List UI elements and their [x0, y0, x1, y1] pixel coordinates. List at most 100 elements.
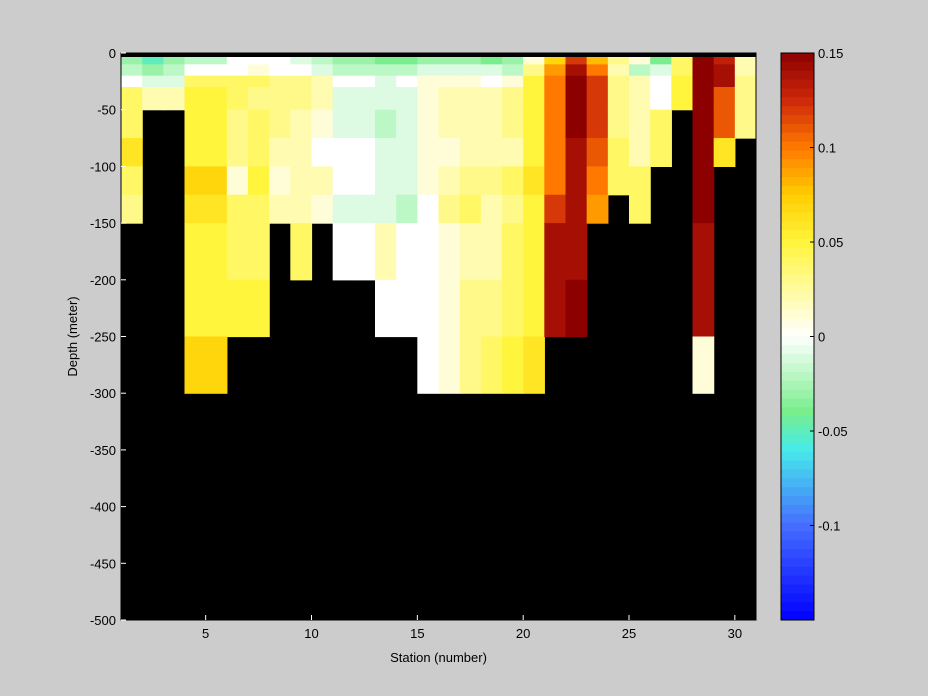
colorbar-segment	[781, 327, 814, 337]
heatmap-cell	[586, 194, 609, 224]
heatmap-cell	[375, 87, 397, 111]
heatmap-cell	[523, 53, 545, 65]
heatmap-cell	[269, 53, 291, 65]
y-tick-label: -500	[90, 613, 116, 628]
colorbar	[780, 52, 815, 621]
colorbar-segment	[781, 602, 814, 612]
heatmap-cell	[607, 64, 630, 77]
heatmap-cell	[417, 223, 440, 281]
colorbar-segment	[781, 531, 814, 541]
heatmap-cell	[523, 75, 545, 88]
heatmap-cell	[142, 64, 164, 77]
x-axis-label: Station (number)	[390, 650, 487, 665]
colorbar-segment	[781, 451, 814, 462]
heatmap-cell	[353, 223, 376, 281]
heatmap-cell	[502, 166, 524, 196]
colorbar-segment	[781, 611, 814, 621]
heatmap-cell	[375, 138, 397, 167]
heatmap-cell	[502, 109, 524, 139]
heatmap-cell	[353, 166, 376, 196]
heatmap-cell	[248, 75, 270, 88]
heatmap-cell	[290, 109, 313, 139]
heatmap-cell	[269, 194, 291, 224]
heatmap-cell	[226, 223, 249, 281]
heatmap-cell	[226, 279, 249, 338]
heatmap-cell	[311, 138, 334, 167]
heatmap-cell	[459, 109, 482, 139]
heatmap-cell	[544, 166, 567, 196]
heatmap-cell	[290, 64, 313, 77]
heatmap-cell	[142, 75, 164, 88]
heatmap-cell	[396, 166, 418, 196]
y-tick-label: -450	[90, 556, 116, 571]
colorbar-segment	[781, 557, 814, 568]
heatmap-cell	[459, 138, 482, 167]
colorbar-segment	[781, 593, 814, 603]
y-tick-label: -50	[97, 103, 116, 118]
y-tick-label: -200	[90, 273, 116, 288]
heatmap-cell	[544, 109, 567, 139]
heatmap-cell	[502, 138, 524, 167]
colorbar-segment	[781, 283, 814, 293]
heatmap-cell	[586, 166, 609, 196]
heatmap-cell	[311, 109, 334, 139]
heatmap-cell	[163, 64, 186, 77]
heatmap-cell	[248, 166, 270, 196]
heatmap-cell	[290, 223, 313, 281]
heatmap-cell	[353, 64, 376, 77]
heatmap-cell	[396, 64, 418, 77]
heatmap-cell	[290, 138, 313, 167]
heatmap-cell	[417, 53, 440, 65]
heatmap-cell	[586, 87, 609, 111]
colorbar-segment	[781, 247, 814, 258]
heatmap-cell	[248, 194, 270, 224]
heatmap-cell	[523, 64, 545, 77]
heatmap-cell	[565, 279, 588, 338]
heatmap-cell	[629, 166, 651, 196]
heatmap-cell	[607, 87, 630, 111]
heatmap-cell	[184, 64, 207, 77]
heatmap-cell	[480, 75, 503, 88]
heatmap-cell	[375, 109, 397, 139]
heatmap-cell	[205, 87, 228, 111]
heatmap-cell	[565, 223, 588, 281]
colorbar-segment	[781, 478, 814, 488]
colorbar-tick-label: 0.1	[818, 141, 836, 156]
heatmap-cell	[607, 138, 630, 167]
colorbar-segment	[781, 513, 814, 524]
heatmap-cell	[523, 138, 545, 167]
heatmap-cell	[586, 64, 609, 77]
x-tick-label: 25	[622, 626, 636, 641]
heatmap-cell	[523, 194, 545, 224]
colorbar-segment	[781, 309, 814, 320]
colorbar-segment	[781, 398, 814, 408]
heatmap-cell	[671, 75, 694, 88]
heatmap-cell	[692, 109, 715, 139]
heatmap-cell	[438, 64, 461, 77]
colorbar-segment	[781, 150, 814, 160]
heatmap-cell	[438, 53, 461, 65]
colorbar-segment	[781, 318, 814, 329]
heatmap-cell	[544, 87, 567, 111]
heatmap-cell	[480, 279, 503, 338]
heatmap-cell	[480, 138, 503, 167]
heatmap-cell	[565, 109, 588, 139]
heatmap-cell	[311, 194, 334, 224]
heatmap-cell	[375, 166, 397, 196]
heatmap-cell	[438, 279, 461, 338]
colorbar-segment	[781, 185, 814, 196]
heatmap-cell	[480, 223, 503, 281]
heatmap-cell	[226, 109, 249, 139]
colorbar-segment	[781, 106, 814, 116]
y-tick-label: 0	[109, 46, 116, 61]
heatmap-cell	[438, 138, 461, 167]
y-tick-label: -150	[90, 216, 116, 231]
heatmap-cell	[396, 53, 418, 65]
heatmap-cell	[502, 194, 524, 224]
heatmap-cell	[184, 279, 207, 338]
heatmap-cell	[502, 336, 524, 394]
heatmap-cell	[184, 166, 207, 196]
heatmap-cell	[205, 336, 228, 394]
heatmap-cell	[353, 138, 376, 167]
heatmap-cell	[544, 53, 567, 65]
